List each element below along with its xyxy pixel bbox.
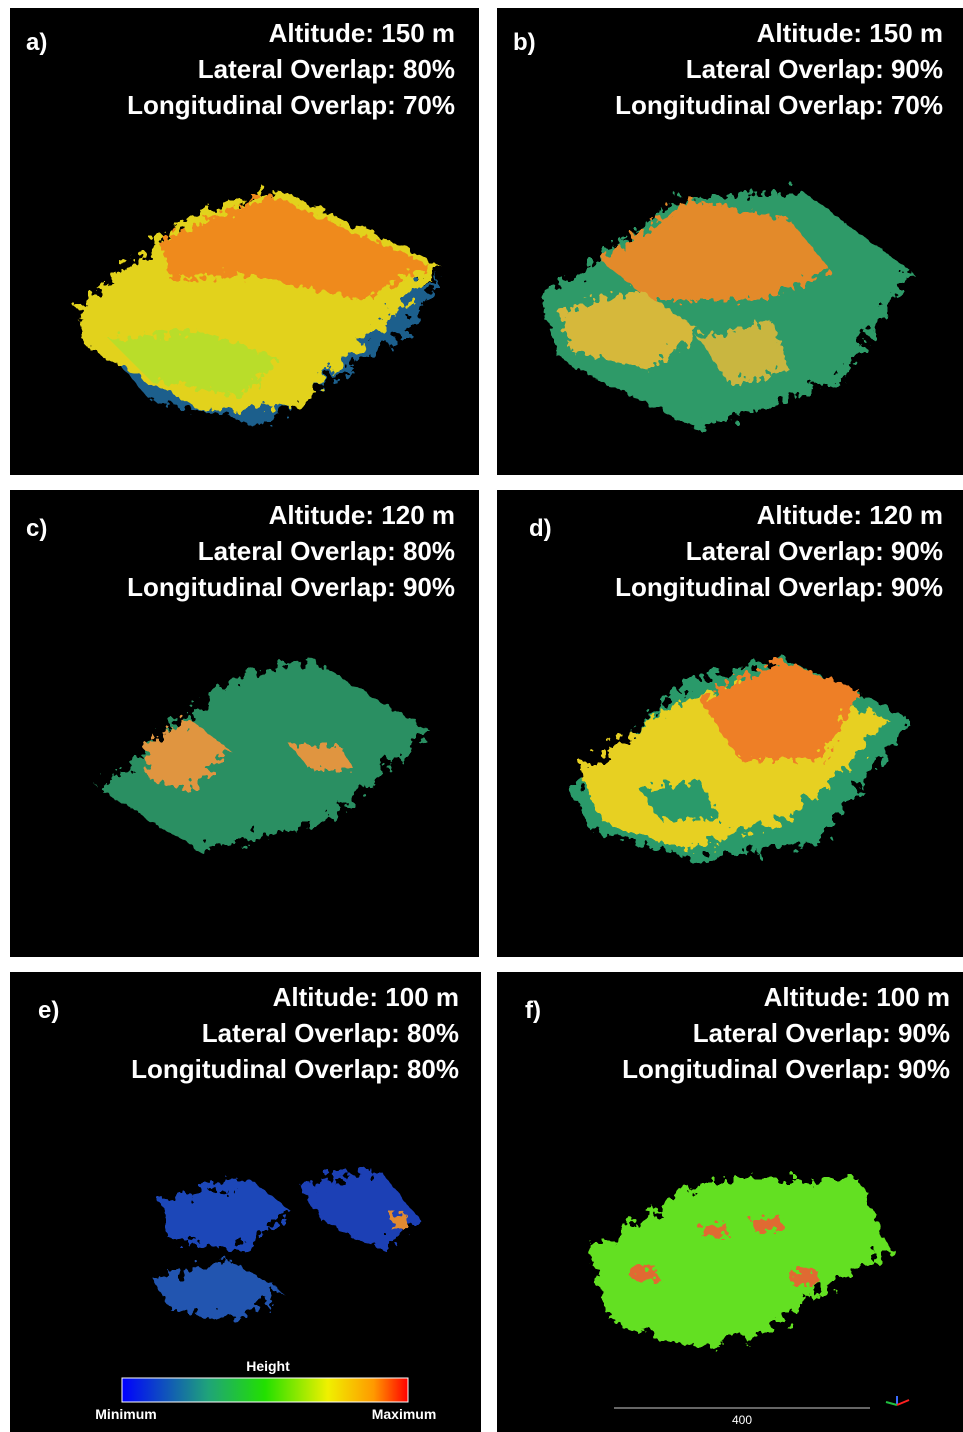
lateral-overlap: Lateral Overlap: 90%	[686, 54, 943, 84]
longitudinal-overlap: Longitudinal Overlap: 90%	[615, 572, 943, 602]
lateral-overlap: Lateral Overlap: 80%	[202, 1018, 459, 1048]
colorbar-title: Height	[246, 1358, 290, 1374]
altitude: Altitude: 100 m	[273, 982, 459, 1012]
colorbar-min: Minimum	[95, 1406, 156, 1422]
altitude: Altitude: 150 m	[757, 18, 943, 48]
lateral-overlap: Lateral Overlap: 90%	[693, 1018, 950, 1048]
colorbar-max: Maximum	[372, 1406, 437, 1422]
panel-label: e)	[38, 997, 59, 1024]
longitudinal-overlap: Longitudinal Overlap: 70%	[127, 90, 455, 120]
longitudinal-overlap: Longitudinal Overlap: 70%	[615, 90, 943, 120]
panel-label: c)	[26, 515, 47, 542]
panel-label: b)	[513, 29, 536, 56]
longitudinal-overlap: Longitudinal Overlap: 80%	[131, 1054, 459, 1084]
lateral-overlap: Lateral Overlap: 80%	[198, 54, 455, 84]
colorbar	[122, 1378, 408, 1402]
lateral-overlap: Lateral Overlap: 90%	[686, 536, 943, 566]
altitude: Altitude: 120 m	[269, 500, 455, 530]
figure: a) Altitude: 150 m Lateral Overlap: 80% Lon…	[0, 0, 963, 1432]
altitude: Altitude: 100 m	[764, 982, 950, 1012]
panel-label: f)	[525, 997, 541, 1024]
panel-label: d)	[529, 515, 552, 542]
altitude: Altitude: 120 m	[757, 500, 943, 530]
panel-label: a)	[26, 29, 47, 56]
longitudinal-overlap: Longitudinal Overlap: 90%	[127, 572, 455, 602]
altitude: Altitude: 150 m	[269, 18, 455, 48]
lateral-overlap: Lateral Overlap: 80%	[198, 536, 455, 566]
longitudinal-overlap: Longitudinal Overlap: 90%	[622, 1054, 950, 1084]
scale-label: 400	[732, 1413, 752, 1427]
